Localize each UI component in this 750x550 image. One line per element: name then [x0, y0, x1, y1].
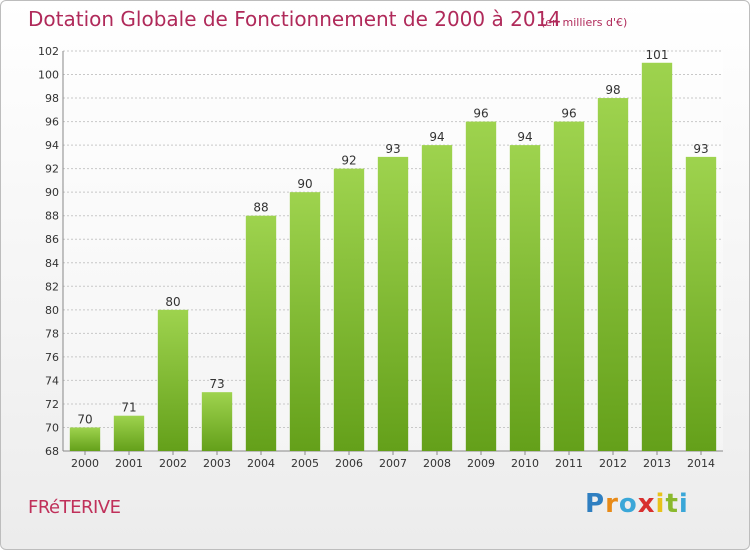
bar-2001: [113, 415, 145, 451]
x-tick-label: 2007: [379, 457, 407, 470]
bar-2003: [201, 392, 233, 451]
x-tick-label: 2000: [71, 457, 99, 470]
bar-2009: [465, 121, 497, 452]
x-tick-label: 2012: [599, 457, 627, 470]
data-label: 93: [693, 142, 708, 156]
logo-letter: x: [637, 489, 656, 519]
x-tick-label: 2013: [643, 457, 671, 470]
data-label: 94: [517, 130, 532, 144]
x-tick-label: 2006: [335, 457, 363, 470]
x-tick-label: 2005: [291, 457, 319, 470]
logo-letter: r: [605, 489, 619, 519]
bar-2012: [597, 98, 629, 451]
data-labels: 70 71 80 73 88 90 92 93 94 96 94 96 98 101 93: [77, 48, 708, 427]
data-label: 88: [253, 201, 268, 215]
data-label: 71: [121, 401, 136, 415]
logo-letter: o: [618, 489, 638, 519]
data-label: 80: [165, 295, 180, 309]
bar-2011: [553, 121, 585, 452]
x-tick-label: 2001: [115, 457, 143, 470]
chart-subtitle: (en milliers d'€): [541, 16, 628, 29]
y-tick-label: 84: [45, 257, 59, 270]
bars: [69, 62, 717, 452]
bar-2005: [289, 192, 321, 452]
y-tick-label: 86: [45, 233, 59, 246]
data-label: 93: [385, 142, 400, 156]
bar-2002: [157, 309, 189, 451]
y-tick-label: 96: [45, 116, 59, 129]
y-tick-label: 76: [45, 351, 59, 364]
x-tick-label: 2002: [159, 457, 187, 470]
y-tick-label: 78: [45, 327, 59, 340]
x-axis: 2000 2001 2002 2003 2004 2005 2006 2007 2008 2009…: [71, 451, 715, 470]
logo-letter: P: [585, 489, 606, 519]
bar-2014: [685, 156, 717, 451]
x-tick-label: 2010: [511, 457, 539, 470]
y-tick-label: 74: [45, 374, 59, 387]
x-tick-label: 2004: [247, 457, 275, 470]
data-label: 101: [646, 48, 669, 62]
commune-name: FRéTERIVE: [28, 497, 121, 518]
data-label: 90: [297, 177, 312, 191]
y-tick-label: 94: [45, 139, 59, 152]
y-tick-label: 72: [45, 398, 59, 411]
bar-2006: [333, 168, 365, 451]
x-tick-label: 2009: [467, 457, 495, 470]
logo-letter: t: [665, 489, 679, 519]
y-tick-label: 68: [45, 445, 59, 458]
bar-2010: [509, 145, 541, 451]
bar-2004: [245, 215, 277, 451]
logo-letter: i: [678, 489, 689, 519]
proxiti-logo: Proxiti: [585, 489, 689, 519]
data-label: 73: [209, 377, 224, 391]
bar-2007: [377, 156, 409, 451]
y-tick-label: 80: [45, 304, 59, 317]
y-tick-label: 82: [45, 280, 59, 293]
y-tick-label: 92: [45, 163, 59, 176]
x-tick-label: 2008: [423, 457, 451, 470]
y-tick-label: 102: [38, 45, 59, 58]
y-tick-label: 100: [38, 69, 59, 82]
bar-2013: [641, 62, 673, 451]
data-label: 98: [605, 83, 620, 97]
x-tick-label: 2014: [687, 457, 715, 470]
y-tick-label: 90: [45, 186, 59, 199]
y-tick-label: 88: [45, 210, 59, 223]
y-tick-label: 70: [45, 421, 59, 434]
x-tick-label: 2011: [555, 457, 583, 470]
data-label: 94: [429, 130, 444, 144]
data-label: 96: [561, 107, 576, 121]
bar-2000: [69, 427, 101, 451]
logo-letter: i: [655, 489, 666, 519]
bar-2008: [421, 145, 453, 451]
data-label: 70: [77, 412, 92, 426]
x-tick-label: 2003: [203, 457, 231, 470]
y-tick-label: 98: [45, 92, 59, 105]
chart-title: Dotation Globale de Fonctionnement de 20…: [28, 7, 561, 31]
data-label: 96: [473, 107, 488, 121]
data-label: 92: [341, 154, 356, 168]
